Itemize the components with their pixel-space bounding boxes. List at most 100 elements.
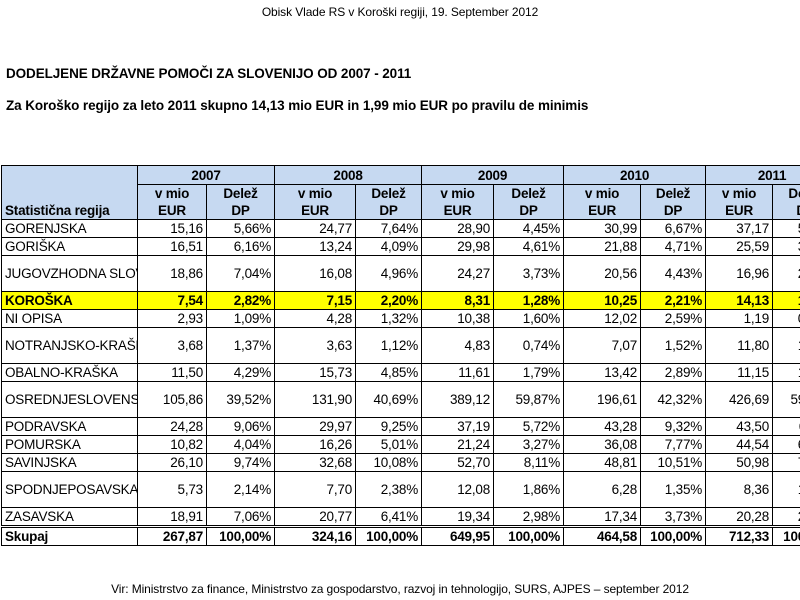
share-subheader-line2: DP xyxy=(776,202,800,219)
share-cell: 1,09% xyxy=(205,309,276,328)
amount-cell: 48,81 xyxy=(563,453,642,472)
year-header-2008: 2008 xyxy=(274,165,423,185)
amount-cell: 24,27 xyxy=(421,255,495,292)
amount-subheader-2008: v mio EUR xyxy=(274,184,357,220)
amount-cell: 15,73 xyxy=(274,363,357,382)
amount-cell: 389,12 xyxy=(421,381,495,418)
amount-subheader-2011: v mio EUR xyxy=(705,184,774,220)
share-cell: 3,59% xyxy=(772,237,800,256)
share-cell: 1,12% xyxy=(355,327,423,364)
amount-cell: 1,19 xyxy=(705,309,774,328)
share-subheader-2010: Delež DP xyxy=(640,184,707,220)
region-name-cell: GORENJSKA xyxy=(1,219,138,238)
amount-cell: 15,16 xyxy=(137,219,207,238)
share-cell: 1,37% xyxy=(205,327,276,364)
share-cell: 2,21% xyxy=(640,291,707,310)
total-row: Skupaj 267,87 100,00% 324,16 100,00% 649,95 10… xyxy=(1,525,800,546)
share-cell: 3,73% xyxy=(493,255,565,292)
amount-subheader-line2: EUR xyxy=(301,203,329,218)
share-cell: 100,00% xyxy=(640,525,707,546)
amount-cell: 16,08 xyxy=(274,255,357,292)
amount-cell: 11,61 xyxy=(421,363,495,382)
share-cell: 100,00% xyxy=(493,525,565,546)
share-cell: 2,38% xyxy=(772,255,800,292)
amount-cell: 16,26 xyxy=(274,435,357,454)
share-cell: 2,89% xyxy=(640,363,707,382)
amount-cell: 105,86 xyxy=(137,381,207,418)
share-subheader-2009: Delež DP xyxy=(493,184,565,220)
amount-cell: 36,08 xyxy=(563,435,642,454)
amount-cell: 21,88 xyxy=(563,237,642,256)
amount-cell: 131,90 xyxy=(274,381,357,418)
amount-cell: 20,77 xyxy=(274,507,357,527)
share-subheader-line2: DP xyxy=(231,203,250,218)
amount-cell: 5,73 xyxy=(137,471,207,508)
amount-cell: 43,28 xyxy=(563,417,642,436)
amount-cell: 3,68 xyxy=(137,327,207,364)
share-cell: 4,29% xyxy=(205,363,276,382)
amount-subheader-2010: v mio EUR xyxy=(563,184,642,220)
share-cell: 7,04% xyxy=(205,255,276,292)
year-header-2010: 2010 xyxy=(563,165,707,185)
document-title: DODELJENE DRŽAVNE POMOČI ZA SLOVENIJO OD… xyxy=(6,66,412,81)
region-name-cell: GORIŠKA xyxy=(1,237,138,256)
year-header-2011: 2011 xyxy=(705,165,800,185)
amount-cell: 7,15 xyxy=(274,291,357,310)
share-subheader-line1: Delež xyxy=(655,186,691,201)
share-cell: 39,52% xyxy=(205,381,276,418)
region-name-cell: POMURSKA xyxy=(1,435,138,454)
amount-cell: 26,10 xyxy=(137,453,207,472)
share-subheader-line2: DP xyxy=(663,203,683,218)
share-cell: 1,60% xyxy=(493,309,565,328)
amount-cell: 4,83 xyxy=(421,327,495,364)
share-cell: 1,57% xyxy=(772,363,800,382)
amount-cell: 324,16 xyxy=(274,525,357,546)
share-cell: 2,98% xyxy=(493,507,565,527)
share-cell: 6,67% xyxy=(640,219,707,238)
share-cell: 1,35% xyxy=(640,471,707,508)
share-cell: 4,04% xyxy=(205,435,276,454)
share-cell: 6,25% xyxy=(772,435,800,454)
share-cell: 1,98% xyxy=(772,291,800,310)
share-cell: 1,28% xyxy=(493,291,565,310)
share-cell: 4,09% xyxy=(355,237,423,256)
amount-cell: 29,98 xyxy=(421,237,495,256)
table-row: OSREDNJESLOVENSKA105,8639,52%131,9040,69… xyxy=(1,381,800,418)
share-cell: 1,32% xyxy=(355,309,423,328)
amount-cell: 13,42 xyxy=(563,363,642,382)
amount-cell: 11,15 xyxy=(705,363,774,382)
share-cell: 9,06% xyxy=(205,417,276,436)
share-cell: 100,00% xyxy=(355,525,423,546)
amount-cell: 28,90 xyxy=(421,219,495,238)
amount-cell: 7,70 xyxy=(274,471,357,508)
share-cell: 2,20% xyxy=(355,291,423,310)
share-cell: 10,08% xyxy=(355,453,423,472)
amount-cell: 11,80 xyxy=(705,327,774,364)
amount-cell: 16,51 xyxy=(137,237,207,256)
region-name-cell: JUGOVZHODNA SLOVENIJA xyxy=(1,255,138,292)
share-cell: 2,14% xyxy=(205,471,276,508)
share-cell: 8,11% xyxy=(493,453,565,472)
amount-subheader-line2: EUR xyxy=(588,203,616,218)
amount-subheader-line2: EUR xyxy=(725,203,754,218)
amount-cell: 19,34 xyxy=(421,507,495,527)
table-row: NI OPISA 2,93 1,09% 4,28 1,32% 10,38 1,60% 12,0… xyxy=(1,309,800,328)
share-cell: 5,66% xyxy=(205,219,276,238)
amount-cell: 712,33 xyxy=(705,525,774,546)
amount-subheader-2007: v mio EUR xyxy=(137,184,207,220)
share-cell: 6,11% xyxy=(772,417,800,436)
share-cell: 1,17% xyxy=(772,471,800,508)
amount-cell: 29,97 xyxy=(274,417,357,436)
share-cell: 4,45% xyxy=(493,219,565,238)
share-cell: 2,82% xyxy=(205,291,276,310)
amount-cell: 37,17 xyxy=(705,219,774,238)
amount-cell: 10,38 xyxy=(421,309,495,328)
amount-cell: 16,96 xyxy=(705,255,774,292)
table-row: GORENJSKA 15,16 5,66% 24,77 7,64% 28,90 4,45% 3… xyxy=(1,219,800,238)
share-cell: 10,51% xyxy=(640,453,707,472)
share-cell: 100,00% xyxy=(205,525,276,546)
table-row: OBALNO-KRAŠKA 11,50 4,29% 15,73 4,85% 11,61 1,… xyxy=(1,363,800,382)
amount-cell: 7,07 xyxy=(563,327,642,364)
table-row: NOTRANJSKO-KRAŠKA3,681,37%3,631,12%4,830… xyxy=(1,327,800,364)
amount-subheader-line2: EUR xyxy=(158,203,186,218)
